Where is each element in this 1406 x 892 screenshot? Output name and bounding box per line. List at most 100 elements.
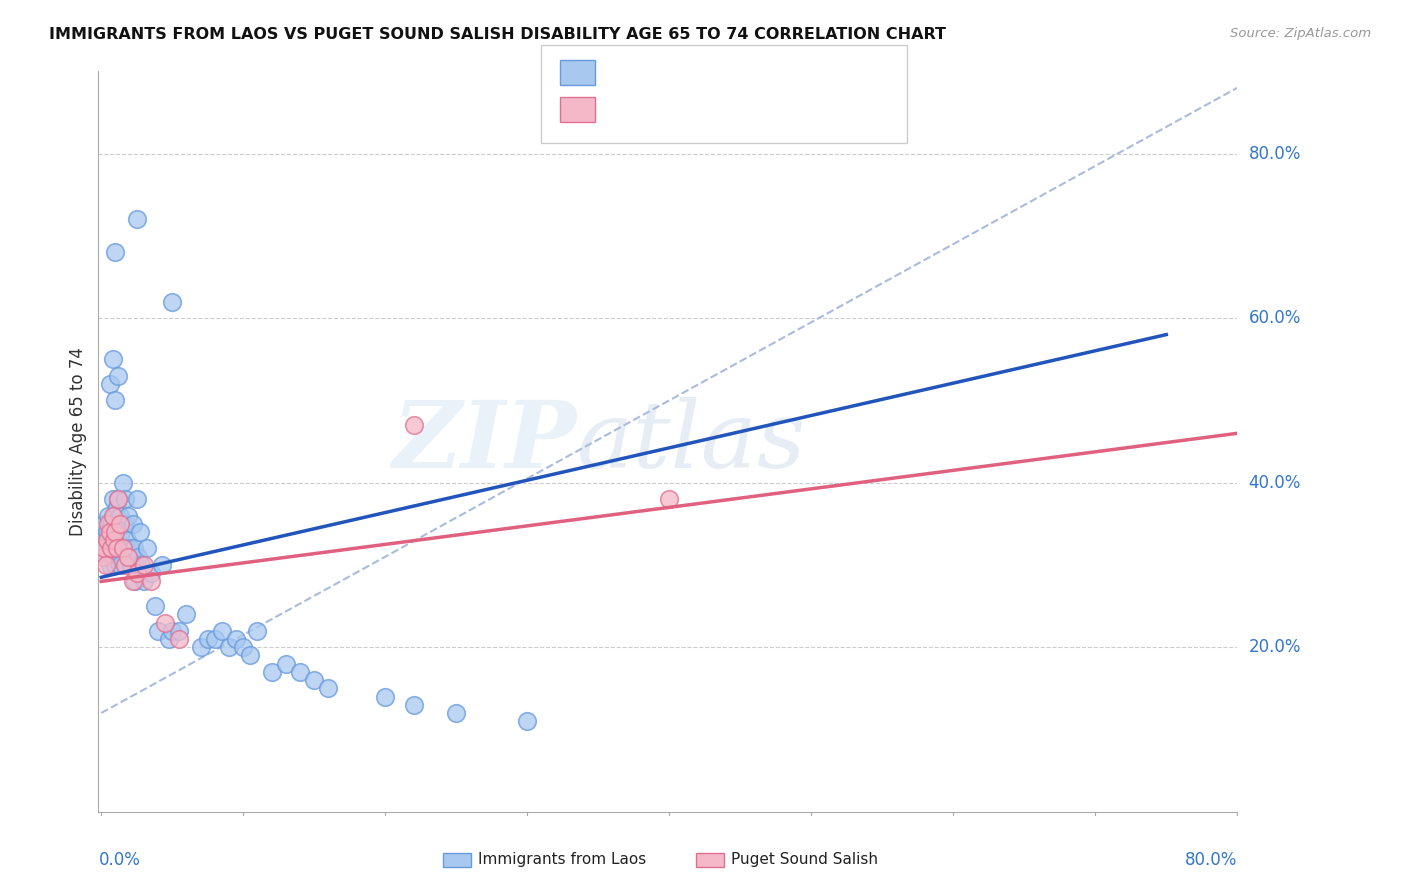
- Point: [162, 294, 184, 309]
- Point: [218, 640, 240, 655]
- Point: [176, 607, 198, 622]
- Point: [114, 558, 136, 572]
- Point: [101, 352, 124, 367]
- Point: [132, 574, 155, 589]
- Point: [94, 558, 117, 572]
- Text: 60.0%: 60.0%: [1249, 310, 1301, 327]
- Text: ZIP: ZIP: [392, 397, 576, 486]
- Point: [104, 393, 127, 408]
- Text: Puget Sound Salish: Puget Sound Salish: [731, 853, 879, 867]
- Point: [374, 690, 396, 704]
- Point: [104, 558, 127, 572]
- Point: [446, 706, 468, 720]
- Point: [96, 524, 118, 539]
- Point: [105, 516, 128, 531]
- Point: [104, 524, 127, 539]
- Point: [107, 492, 129, 507]
- Point: [103, 533, 125, 548]
- Point: [97, 533, 120, 548]
- Point: [100, 524, 122, 539]
- Text: 80.0%: 80.0%: [1185, 851, 1237, 869]
- Point: [190, 640, 212, 655]
- Point: [107, 541, 129, 556]
- Point: [97, 508, 120, 523]
- Point: [162, 624, 184, 638]
- Point: [288, 665, 311, 679]
- Point: [117, 508, 139, 523]
- Point: [98, 558, 121, 572]
- Point: [97, 516, 120, 531]
- Point: [125, 492, 148, 507]
- Point: [104, 524, 127, 539]
- Point: [274, 657, 297, 671]
- Text: R = 0.259: R = 0.259: [605, 63, 695, 81]
- Point: [110, 524, 132, 539]
- Point: [91, 549, 114, 564]
- Point: [118, 541, 141, 556]
- Point: [111, 475, 134, 490]
- Point: [125, 212, 148, 227]
- Point: [122, 541, 145, 556]
- Point: [96, 533, 118, 548]
- Point: [516, 714, 538, 729]
- Point: [402, 418, 425, 433]
- Point: [91, 533, 114, 548]
- Point: [146, 624, 169, 638]
- Point: [101, 492, 124, 507]
- Point: [197, 632, 219, 646]
- Point: [402, 698, 425, 712]
- Point: [101, 508, 124, 523]
- Point: [115, 533, 138, 548]
- Point: [100, 516, 122, 531]
- Text: N = 23: N = 23: [766, 101, 830, 119]
- Point: [104, 245, 127, 260]
- Point: [232, 640, 254, 655]
- Point: [108, 508, 131, 523]
- Point: [117, 549, 139, 564]
- Point: [93, 541, 115, 556]
- Point: [107, 492, 129, 507]
- Point: [139, 566, 162, 581]
- Text: 40.0%: 40.0%: [1249, 474, 1301, 491]
- Point: [103, 508, 125, 523]
- Point: [304, 673, 326, 687]
- Text: 80.0%: 80.0%: [1249, 145, 1301, 162]
- Point: [121, 574, 143, 589]
- Point: [103, 533, 125, 548]
- Text: R = 0.487: R = 0.487: [605, 101, 695, 119]
- Point: [100, 541, 122, 556]
- Point: [125, 566, 148, 581]
- Point: [108, 516, 131, 531]
- Point: [260, 665, 283, 679]
- Point: [105, 541, 128, 556]
- Point: [239, 648, 262, 663]
- Point: [225, 632, 247, 646]
- Point: [127, 549, 149, 564]
- Text: Source: ZipAtlas.com: Source: ZipAtlas.com: [1230, 27, 1371, 40]
- Text: Immigrants from Laos: Immigrants from Laos: [478, 853, 647, 867]
- Point: [143, 599, 166, 613]
- Point: [204, 632, 226, 646]
- Point: [120, 558, 142, 572]
- Text: N = 67: N = 67: [766, 63, 830, 81]
- Point: [169, 632, 191, 646]
- Point: [658, 492, 681, 507]
- Point: [139, 574, 162, 589]
- Point: [129, 558, 152, 572]
- Point: [94, 541, 117, 556]
- Text: atlas: atlas: [576, 397, 806, 486]
- Point: [111, 541, 134, 556]
- Point: [112, 516, 135, 531]
- Point: [318, 681, 340, 696]
- Point: [111, 541, 134, 556]
- Point: [128, 524, 150, 539]
- Point: [124, 574, 146, 589]
- Point: [132, 558, 155, 572]
- Point: [98, 524, 121, 539]
- Point: [150, 558, 173, 572]
- Point: [98, 376, 121, 391]
- Text: IMMIGRANTS FROM LAOS VS PUGET SOUND SALISH DISABILITY AGE 65 TO 74 CORRELATION C: IMMIGRANTS FROM LAOS VS PUGET SOUND SALI…: [49, 27, 946, 42]
- Text: 0.0%: 0.0%: [98, 851, 141, 869]
- Point: [96, 549, 118, 564]
- Point: [93, 516, 115, 531]
